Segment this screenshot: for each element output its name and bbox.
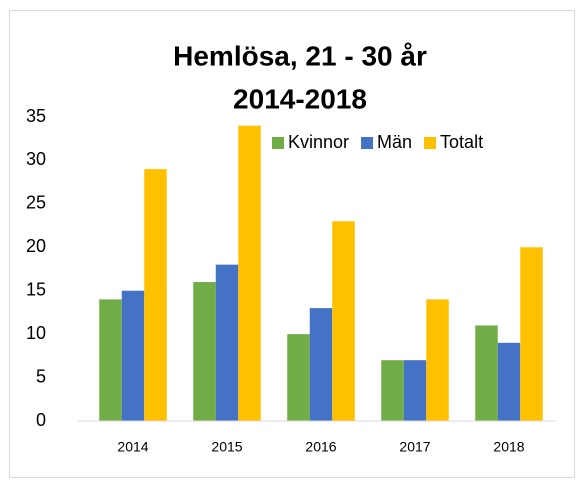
legend-label: Totalt (440, 132, 483, 152)
legend-label: Kvinnor (288, 132, 349, 152)
bar (287, 334, 310, 421)
bar (144, 169, 167, 421)
legend-swatch (424, 137, 437, 149)
y-tick-label: 15 (26, 279, 46, 299)
bar (332, 221, 355, 421)
bar (99, 299, 122, 421)
legend-swatch (272, 137, 284, 149)
bar (426, 299, 449, 421)
bar (381, 360, 404, 421)
y-tick-label: 25 (26, 193, 46, 213)
y-tick-label: 10 (26, 323, 46, 343)
bar (520, 247, 543, 421)
bar (497, 342, 521, 421)
bar (238, 125, 261, 421)
bar (403, 360, 427, 421)
x-tick-label: 2014 (117, 439, 148, 455)
chart-title: Hemlösa, 21 - 30 år (173, 40, 427, 71)
legend-label: Män (377, 132, 412, 152)
bar (215, 264, 239, 421)
chart-subtitle: 2014-2018 (233, 83, 367, 114)
legend-swatch (361, 137, 374, 149)
x-tick-label: 2018 (493, 439, 524, 455)
bar (193, 282, 216, 421)
bar (475, 325, 498, 421)
y-tick-label: 30 (26, 149, 46, 169)
x-tick-label: 2017 (399, 439, 430, 455)
y-tick-label: 20 (26, 236, 46, 256)
x-tick-label: 2015 (211, 439, 242, 455)
bar (309, 308, 333, 421)
x-tick-label: 2016 (305, 439, 336, 455)
y-tick-label: 5 (36, 366, 46, 386)
bar (121, 290, 145, 421)
y-tick-label: 0 (36, 410, 46, 430)
y-tick-label: 35 (26, 106, 46, 126)
